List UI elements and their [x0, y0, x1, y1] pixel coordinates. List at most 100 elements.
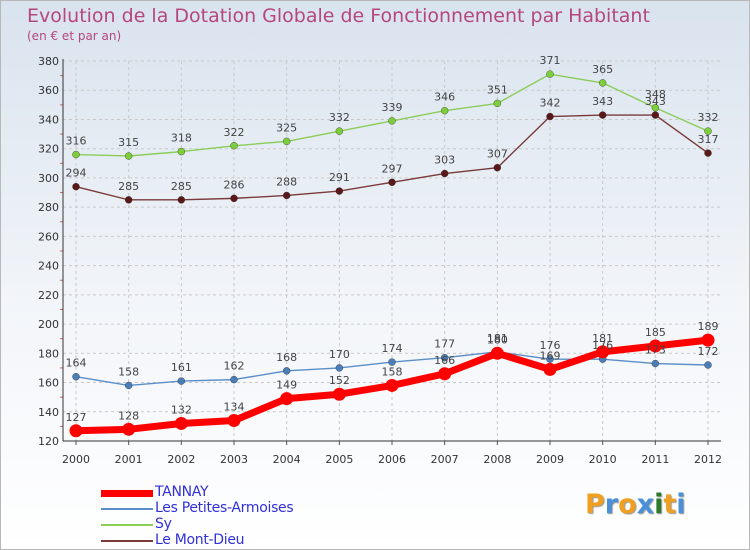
data-label-sy: 365 [592, 63, 613, 76]
data-point-les-petites-armoises [230, 375, 238, 384]
data-point-les-petites-armoises [177, 377, 186, 385]
chart-subtitle: (en € et par an) [27, 29, 122, 43]
data-label-les-petites-armoises: 164 [66, 357, 87, 370]
data-point-le-mont-dieu [177, 196, 186, 204]
data-label-les-petites-armoises: 173 [645, 344, 666, 357]
data-label-le-mont-dieu: 343 [592, 95, 613, 108]
legend-swatch [101, 540, 153, 542]
data-label-les-petites-armoises: 168 [276, 351, 297, 364]
data-point-le-mont-dieu [704, 149, 712, 157]
data-label-sy: 346 [434, 91, 455, 104]
data-label-les-petites-armoises: 162 [224, 360, 245, 373]
legend-swatch [101, 508, 153, 510]
data-point-sy [440, 106, 449, 115]
data-point-tannay [648, 339, 662, 353]
data-label-les-petites-armoises: 170 [329, 348, 350, 361]
data-point-sy [335, 127, 344, 135]
data-point-le-mont-dieu [651, 111, 660, 119]
data-point-le-mont-dieu [388, 178, 396, 187]
data-label-tannay: 185 [645, 326, 666, 339]
logo-letter: i [654, 489, 664, 520]
y-tick-label: 260 [38, 230, 59, 243]
data-point-tannay [543, 362, 557, 376]
data-point-le-mont-dieu [230, 194, 238, 203]
proxiti-logo: Proxiti [585, 489, 686, 520]
data-label-sy: 332 [698, 111, 719, 124]
data-label-le-mont-dieu: 285 [118, 180, 139, 193]
x-tick-label: 2008 [483, 453, 511, 466]
data-point-les-petites-armoises [72, 372, 80, 381]
data-point-sy [546, 70, 554, 78]
data-point-tannay [122, 422, 136, 436]
legend-label: Les Petites-Armoises [155, 500, 294, 516]
data-label-sy: 371 [540, 54, 561, 67]
data-point-tannay [174, 416, 188, 430]
x-tick-label: 2006 [378, 453, 406, 466]
data-point-le-mont-dieu [72, 182, 80, 191]
data-point-le-mont-dieu [335, 187, 344, 195]
data-point-tannay [280, 392, 294, 406]
data-label-le-mont-dieu: 342 [540, 97, 561, 110]
data-label-tannay: 189 [698, 320, 719, 333]
data-point-sy [493, 99, 502, 108]
data-point-sy [598, 79, 607, 87]
data-label-sy: 316 [66, 135, 87, 148]
data-label-les-petites-armoises: 174 [382, 342, 403, 355]
data-label-tannay: 134 [224, 401, 245, 414]
data-label-tannay: 169 [540, 349, 561, 362]
data-label-sy: 339 [382, 101, 403, 114]
data-label-tannay: 132 [171, 403, 192, 416]
y-tick-label: 340 [38, 113, 59, 126]
data-label-les-petites-armoises: 176 [592, 339, 613, 352]
x-tick-label: 2004 [273, 453, 301, 466]
data-point-sy [230, 142, 238, 150]
data-point-sy [704, 127, 712, 135]
data-label-sy: 351 [487, 83, 508, 96]
legend-label: Le Mont-Dieu [155, 532, 245, 548]
data-point-tannay [438, 367, 452, 381]
data-point-tannay [332, 387, 346, 401]
data-label-les-petites-armoises: 158 [118, 365, 139, 378]
data-point-les-petites-armoises [546, 355, 554, 363]
y-tick-label: 200 [38, 318, 59, 331]
data-label-tannay: 158 [382, 365, 403, 378]
axes: 120 140 160 180 200 220 240 260 280 300 320 340 360 3… [38, 55, 722, 466]
y-tick-label: 380 [38, 55, 59, 68]
data-point-le-mont-dieu [493, 163, 502, 172]
data-point-le-mont-dieu [598, 111, 607, 119]
data-point-les-petites-armoises [335, 364, 344, 372]
chart-title: Evolution de la Dotation Globale de Fonc… [27, 5, 650, 27]
logo-letter: r [604, 489, 619, 520]
data-label-les-petites-armoises: 176 [540, 339, 561, 352]
logo-letter: t [663, 489, 677, 520]
x-tick-label: 2009 [536, 453, 564, 466]
data-label-le-mont-dieu: 291 [329, 171, 350, 184]
data-point-les-petites-armoises [282, 367, 291, 375]
data-label-le-mont-dieu: 286 [224, 178, 245, 191]
y-tick-label: 220 [38, 289, 59, 302]
data-label-sy: 318 [171, 132, 192, 145]
data-label-sy: 315 [118, 136, 139, 149]
data-point-les-petites-armoises [651, 359, 660, 368]
x-tick-label: 2003 [220, 453, 248, 466]
data-point-tannay [490, 346, 504, 360]
data-label-tannay: 152 [329, 374, 350, 387]
data-label-les-petites-armoises: 161 [171, 361, 192, 374]
legend-swatch [101, 524, 153, 526]
data-label-tannay: 149 [276, 379, 297, 392]
data-label-le-mont-dieu: 297 [382, 162, 403, 175]
data-point-sy [388, 117, 396, 125]
grid [63, 60, 721, 442]
data-point-les-petites-armoises [124, 381, 133, 390]
logo-letter: o [618, 489, 637, 520]
x-tick-label: 2000 [62, 453, 90, 466]
data-label-tannay: 127 [66, 411, 87, 424]
data-point-sy [72, 150, 80, 159]
logo-letter: i [676, 489, 686, 520]
data-label-tannay: 166 [434, 354, 455, 367]
x-tick-label: 2011 [641, 453, 669, 466]
data-point-les-petites-armoises [440, 353, 449, 362]
x-tick-label: 2007 [431, 453, 459, 466]
legend-label: TANNAY [155, 484, 209, 500]
